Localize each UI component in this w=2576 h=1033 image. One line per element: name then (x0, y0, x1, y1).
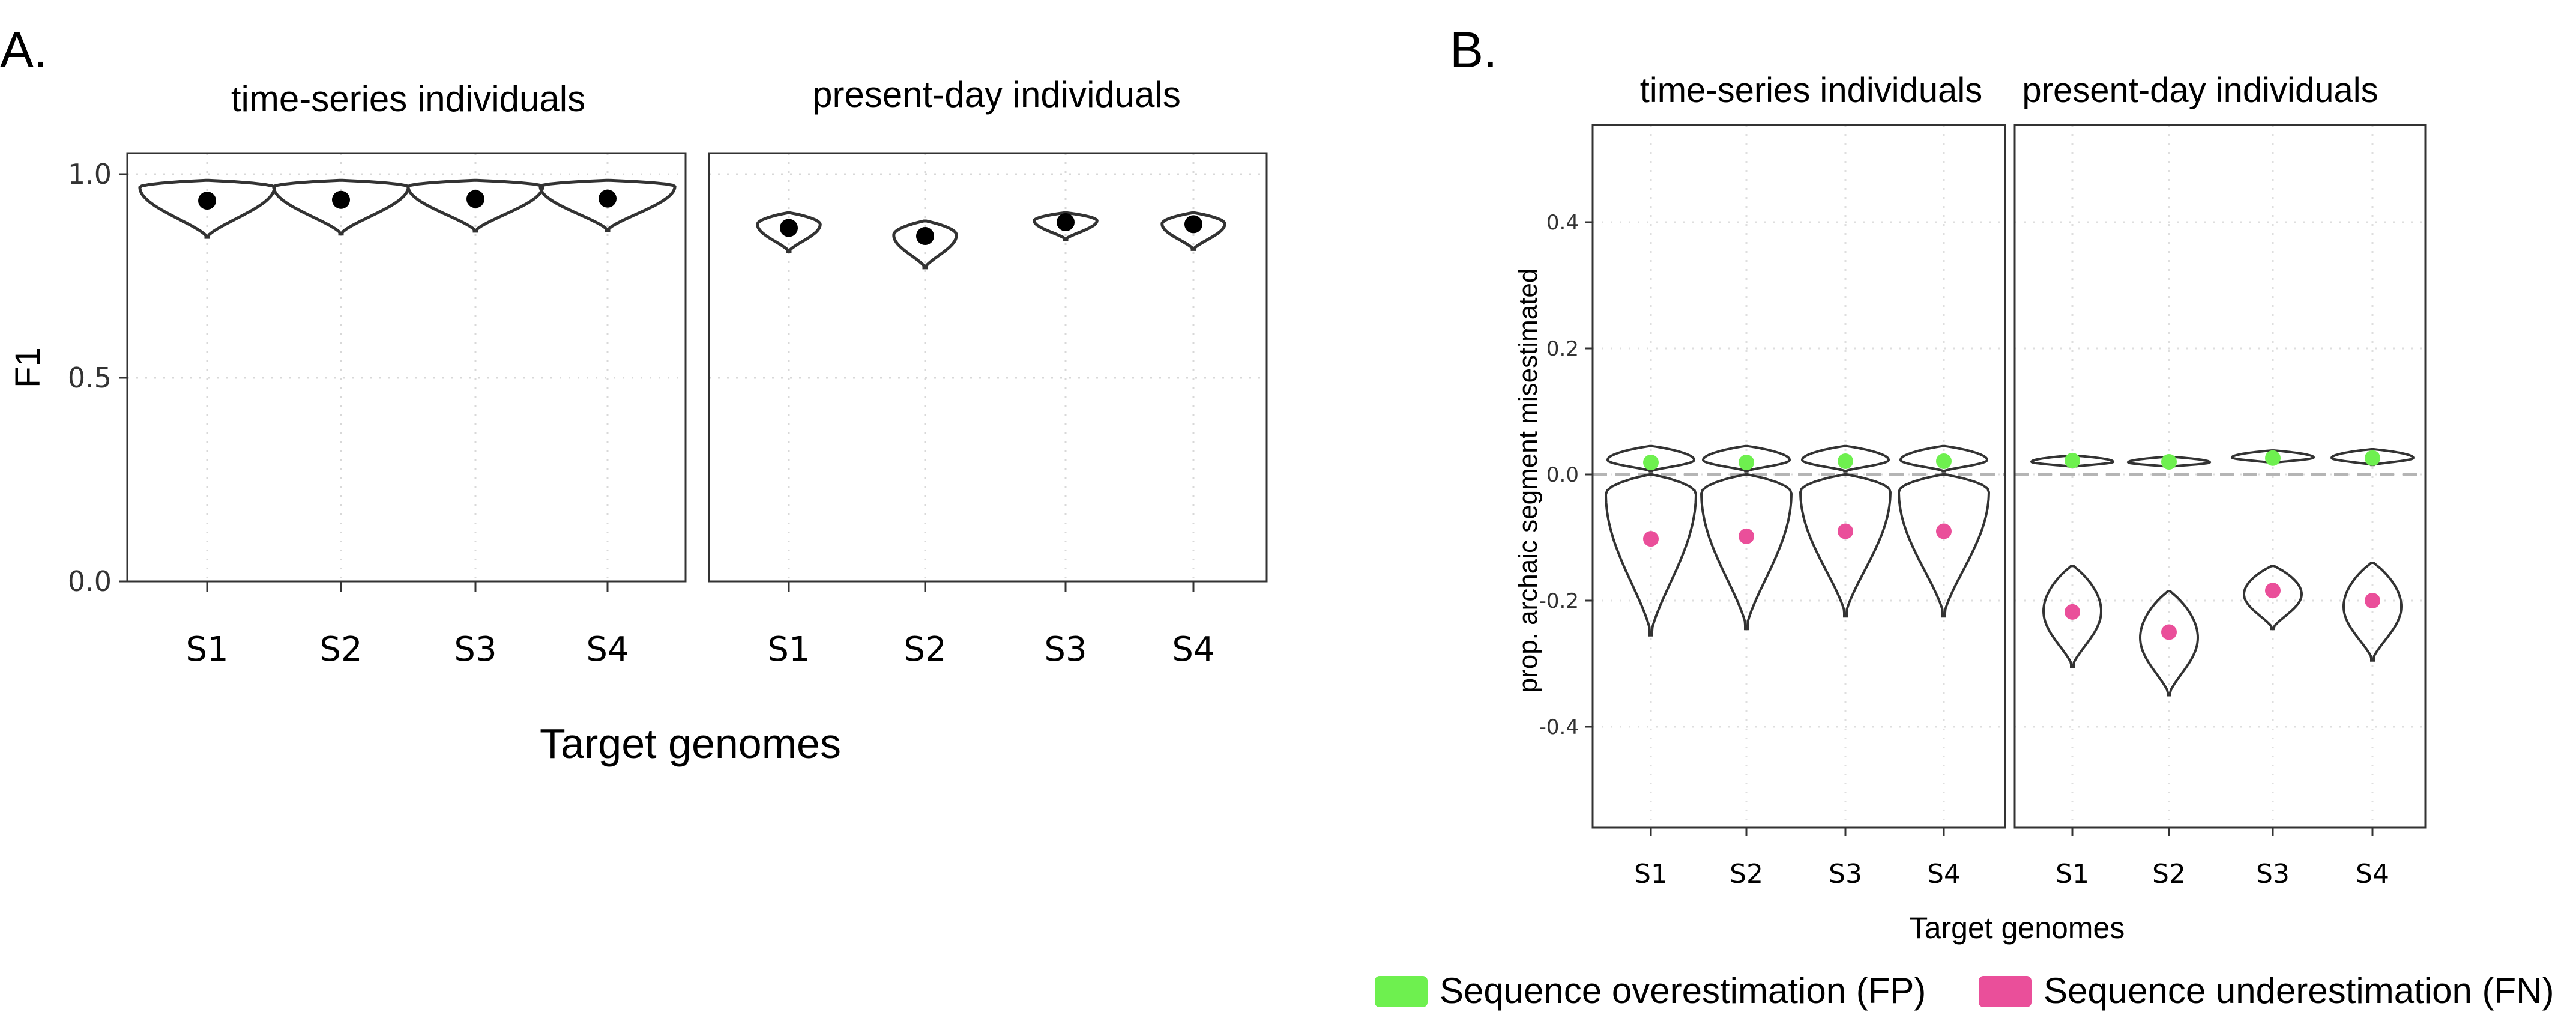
x-tick-label-s3: S3 (1044, 630, 1087, 669)
violin-s3 (1033, 211, 1099, 241)
panel-b-x-axis-label: Target genomes (1910, 911, 2125, 945)
violin-fp-s2 (1701, 444, 1791, 473)
fn-mean-point-s3 (2265, 583, 2281, 599)
x-tick-label-s3: S3 (454, 630, 496, 669)
panel-b-facet-present-day: S1 S2 S3 S4 (2013, 124, 2427, 889)
y-tick-label: 0.0 (68, 565, 112, 598)
y-tick-label: 1.0 (68, 158, 112, 190)
y-tick-label: 0.2 (1546, 337, 1579, 361)
panel-a-facet-title-present-day: present-day individuals (812, 74, 1181, 115)
panel-b-misestimation-chart: time-series individuals present-day indi… (1513, 71, 2427, 945)
violin-fn-s2 (2138, 590, 2200, 697)
violin-fp-s1 (1606, 444, 1696, 473)
x-tick-label-s4: S4 (1172, 630, 1214, 669)
violin-fn-s2 (1700, 473, 1793, 631)
panel-a-facet-title-time-series: time-series individuals (231, 79, 585, 119)
panel-a-facet-time-series: S1 S2 S3 S4 (126, 152, 687, 669)
violin-fn-s1 (2042, 565, 2103, 668)
violin-s4 (1160, 211, 1226, 251)
fn-mean-point-s4 (1936, 523, 1952, 539)
panel-a-f1-chart: time-series individuals present-day indi… (8, 74, 1268, 767)
legend-swatch-fn (1979, 976, 2032, 1007)
x-tick-label-s4: S4 (586, 630, 629, 669)
facet-frame (126, 152, 687, 583)
fp-mean-point-s3 (1838, 453, 1853, 469)
facet-frame (2013, 124, 2427, 829)
mean-point-s3 (1057, 213, 1075, 232)
violin-s1 (756, 211, 822, 253)
fn-mean-point-s2 (2161, 624, 2177, 640)
mean-point-s3 (466, 190, 484, 208)
panel-b-facet-title-present-day: present-day individuals (2022, 71, 2378, 110)
x-tick-label-s2: S2 (319, 630, 362, 669)
violin-fn-s4 (1897, 473, 1991, 618)
x-tick-label-s4: S4 (1927, 859, 1961, 889)
fp-mean-point-s2 (2161, 454, 2177, 470)
x-tick-label-s3: S3 (2256, 859, 2290, 889)
panel-b-facet-time-series: S1 S2 S3 S4 (1591, 124, 2006, 889)
legend: Sequence overestimation (FP) Sequence un… (1375, 971, 2554, 1011)
x-tick-label-s4: S4 (2356, 859, 2389, 889)
panel-a-y-axis: 0.0 0.5 1.0 (68, 158, 127, 598)
x-tick-label-s1: S1 (2056, 859, 2089, 889)
y-tick-label: 0.5 (68, 362, 112, 394)
mean-point-s1 (198, 192, 216, 210)
legend-label-fn: Sequence underestimation (FN) (2044, 971, 2554, 1011)
mean-point-s4 (1184, 215, 1202, 234)
mean-point-s2 (916, 227, 934, 246)
fn-mean-point-s1 (1643, 531, 1659, 547)
violin-s2 (272, 178, 410, 236)
panel-a-y-axis-label: F1 (8, 347, 47, 388)
panel-b-facet-title-time-series: time-series individuals (1640, 71, 1983, 110)
y-tick-label: -0.2 (1539, 589, 1579, 613)
x-tick-label-s1: S1 (767, 630, 810, 669)
fp-mean-point-s4 (1936, 453, 1952, 469)
facet-frame (708, 152, 1268, 583)
x-tick-label-s2: S2 (903, 630, 946, 669)
x-tick-label-s3: S3 (1829, 859, 1862, 889)
y-tick-label: -0.4 (1539, 715, 1579, 739)
panel-a-facet-present-day: S1 S2 S3 S4 (708, 152, 1268, 669)
mean-point-s1 (780, 219, 798, 237)
fp-mean-point-s2 (1739, 455, 1754, 471)
panel-b-y-axis: -0.4 -0.2 0.0 0.2 0.4 (1539, 211, 1593, 739)
legend-label-fp: Sequence overestimation (FP) (1440, 971, 1926, 1011)
mean-point-s4 (599, 189, 617, 208)
panel-a-x-axis-label: Target genomes (540, 720, 841, 767)
violin-fn-s4 (2342, 562, 2403, 662)
violin-fp-s4 (1899, 444, 1989, 473)
violin-s4 (538, 178, 677, 232)
violin-fn-s1 (1604, 473, 1698, 637)
x-tick-label-s1: S1 (1634, 859, 1668, 889)
fp-mean-point-s3 (2265, 450, 2281, 466)
fn-mean-point-s1 (2065, 604, 2080, 620)
y-tick-label: 0.0 (1546, 463, 1579, 487)
facet-frame (1591, 124, 2006, 829)
legend-swatch-fp (1375, 976, 1428, 1007)
panel-letter-b: B. (1450, 22, 1497, 78)
fp-mean-point-s4 (2365, 450, 2380, 466)
fn-mean-point-s4 (2365, 593, 2380, 608)
violin-s3 (406, 178, 544, 233)
mean-point-s2 (332, 190, 350, 209)
violin-s1 (138, 178, 276, 239)
violin-fp-s3 (1800, 444, 1890, 473)
panel-b-y-axis-label: prop. archaic segment misestimated (1513, 268, 1543, 693)
x-tick-label-s2: S2 (2152, 859, 2186, 889)
fn-mean-point-s3 (1838, 523, 1853, 539)
y-tick-label: 0.4 (1546, 211, 1579, 235)
fp-mean-point-s1 (2065, 452, 2080, 468)
panel-letter-a: A. (0, 22, 47, 78)
violin-fn-s3 (2242, 565, 2303, 631)
fn-mean-point-s2 (1739, 528, 1754, 544)
x-tick-label-s1: S1 (186, 630, 228, 669)
violin-fn-s3 (1799, 473, 1892, 618)
x-tick-label-s2: S2 (1730, 859, 1763, 889)
fp-mean-point-s1 (1643, 455, 1659, 471)
violin-s2 (892, 219, 958, 270)
